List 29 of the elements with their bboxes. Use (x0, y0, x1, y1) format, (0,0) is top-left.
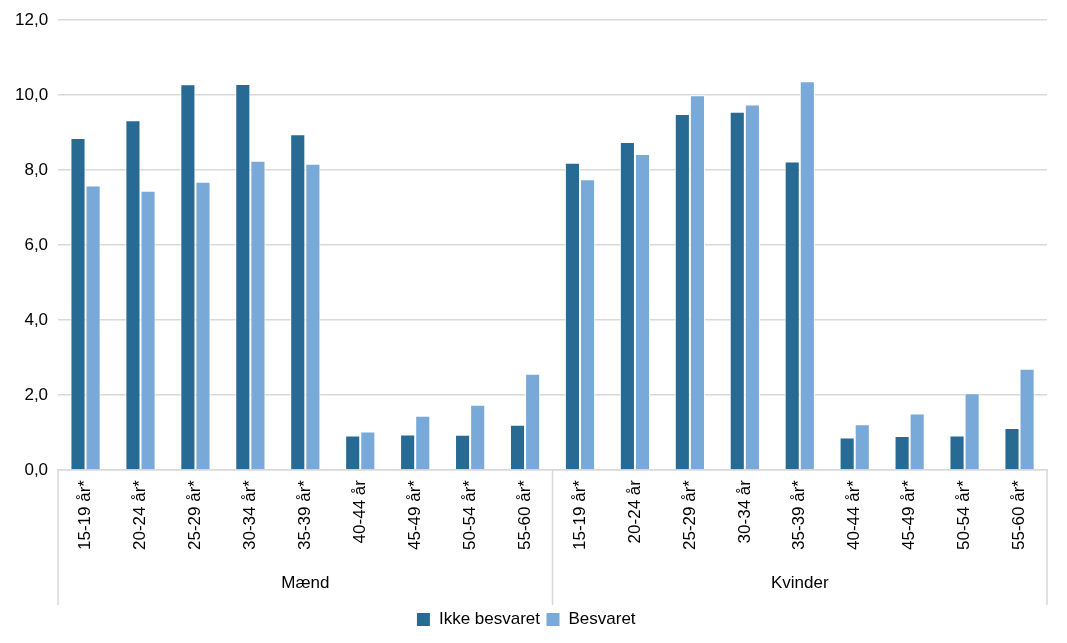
x-tick-label: 40-44 år* (844, 479, 864, 550)
y-tick-label: 0,0 (24, 459, 49, 479)
x-tick-label: 20-24 år (624, 479, 644, 544)
x-tick-label: 25-29 år* (185, 479, 205, 550)
x-tick-label: 40-44 år (349, 479, 369, 544)
x-tick-label: 50-54 år* (459, 479, 479, 550)
y-tick-label: 6,0 (24, 234, 49, 254)
x-tick-label: 35-39 år* (789, 479, 809, 550)
x-tick-label: 55-60 år* (1009, 479, 1029, 550)
x-tick-label: 45-49 år* (899, 479, 919, 550)
x-tick-label: 45-49 år* (404, 479, 424, 550)
y-tick-label: 12,0 (14, 9, 49, 29)
x-tick-label: 30-34 år* (240, 479, 260, 550)
y-tick-label: 4,0 (24, 309, 49, 329)
x-tick-label: 20-24 år* (130, 479, 150, 550)
legend-label: Ikke besvaret (438, 609, 541, 629)
legend-label: Besvaret (568, 609, 636, 629)
x-tick-label: 25-29 år* (679, 479, 699, 550)
x-tick-label: 15-19 år* (569, 479, 589, 550)
x-tick-label: 30-34 år (734, 479, 754, 544)
text: Kvinder (770, 572, 829, 592)
y-tick-label: 2,0 (24, 384, 49, 404)
y-tick-label: 8,0 (24, 159, 49, 179)
y-tick-label: 10,0 (14, 84, 49, 104)
text: Mænd (281, 572, 330, 592)
x-tick-label: 15-19 år* (75, 479, 95, 550)
x-tick-label: 55-60 år* (514, 479, 534, 550)
x-tick-label: 50-54 år* (954, 479, 974, 550)
x-tick-label: 35-39 år* (295, 479, 314, 550)
